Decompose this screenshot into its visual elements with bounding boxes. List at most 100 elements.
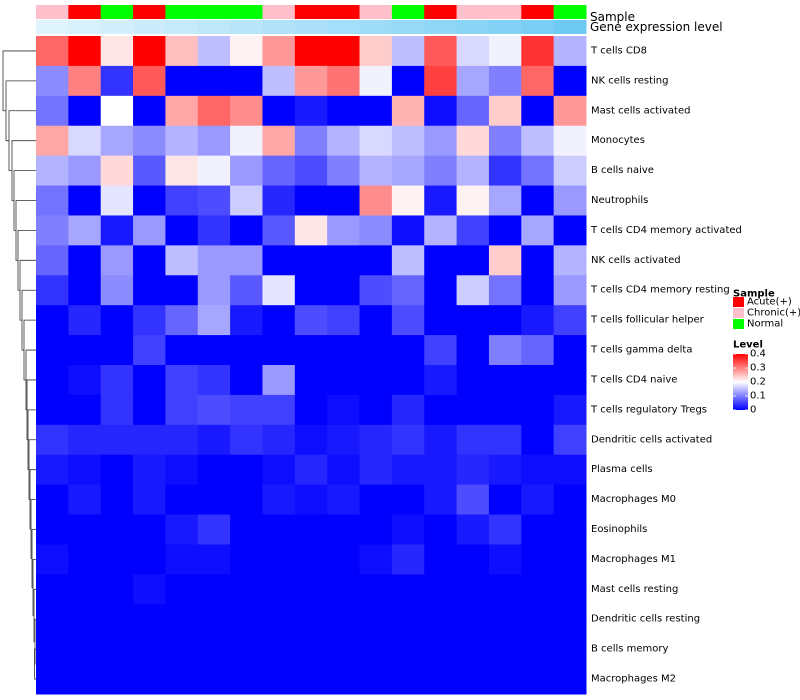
heatmap-cell bbox=[294, 514, 328, 545]
heatmap-cell bbox=[36, 454, 69, 486]
heatmap-cell bbox=[165, 514, 199, 545]
expression-annotation-cell bbox=[521, 20, 555, 34]
heatmap-cell bbox=[488, 155, 522, 187]
heatmap-cell bbox=[553, 215, 587, 246]
heatmap-cell bbox=[521, 275, 555, 306]
heatmap-cell bbox=[488, 335, 522, 366]
row-label: Mast cells resting bbox=[591, 584, 678, 595]
heatmap-cell bbox=[521, 634, 555, 665]
heatmap-cell bbox=[68, 65, 102, 97]
expression-annotation-cell bbox=[553, 20, 587, 34]
heatmap-cell bbox=[100, 365, 134, 396]
expression-annotation-cell bbox=[456, 20, 490, 34]
heatmap-cell bbox=[359, 424, 393, 456]
heatmap-cell bbox=[553, 65, 587, 97]
expression-annotation-cell bbox=[230, 20, 263, 34]
heatmap-cell bbox=[133, 215, 166, 246]
heatmap-cell bbox=[230, 394, 263, 426]
heatmap-cell bbox=[521, 454, 555, 486]
heatmap-cell bbox=[100, 484, 134, 516]
heatmap-cell bbox=[456, 424, 490, 456]
row-label: Plasma cells bbox=[591, 464, 653, 475]
heatmap-cell bbox=[262, 424, 296, 456]
heatmap-cell bbox=[100, 125, 134, 157]
heatmap-cell bbox=[521, 574, 555, 605]
heatmap-cell bbox=[424, 454, 458, 486]
heatmap-cell bbox=[424, 305, 458, 336]
heatmap-cell bbox=[68, 125, 102, 157]
heatmap-cell bbox=[294, 544, 328, 575]
heatmap-cell bbox=[521, 245, 555, 276]
heatmap-cell bbox=[488, 185, 522, 216]
legend-level: Level 0.4 0.3 0.2 0.1 0 bbox=[733, 340, 766, 416]
legend-sample: Sample Acute(+)Chronic(+)Normal bbox=[733, 289, 800, 330]
heatmap-cell bbox=[424, 215, 458, 246]
heatmap-cell bbox=[424, 185, 458, 216]
heatmap-cell bbox=[327, 514, 361, 545]
row-label: NK cells resting bbox=[591, 75, 668, 86]
heatmap-cell bbox=[391, 424, 425, 456]
heatmap-cell bbox=[100, 215, 134, 246]
heatmap-cell bbox=[327, 664, 361, 695]
heatmap-cell bbox=[456, 454, 490, 486]
heatmap-cell bbox=[294, 65, 328, 97]
heatmap-cell bbox=[327, 604, 361, 635]
heatmap-cell bbox=[391, 604, 425, 635]
heatmap-cell bbox=[488, 65, 522, 97]
legend-sample-label: Acute(+) bbox=[747, 297, 792, 308]
sample-annotation-cell bbox=[100, 5, 134, 19]
heatmap-cell bbox=[391, 185, 425, 216]
heatmap-cell bbox=[327, 125, 361, 157]
expression-annotation-cell bbox=[488, 20, 522, 34]
heatmap-cell bbox=[230, 36, 263, 67]
heatmap-cell bbox=[391, 215, 425, 246]
heatmap-cell bbox=[100, 275, 134, 306]
heatmap-cell bbox=[553, 454, 587, 486]
heatmap-cell bbox=[197, 335, 231, 366]
heatmap-cell bbox=[197, 245, 231, 276]
heatmap-cell bbox=[68, 245, 102, 276]
heatmap-cell bbox=[262, 514, 296, 545]
heatmap-cell bbox=[100, 514, 134, 545]
expression-annotation-cell bbox=[68, 20, 102, 34]
heatmap-cell bbox=[327, 65, 361, 97]
heatmap-cell bbox=[165, 305, 199, 336]
heatmap-cell bbox=[100, 664, 134, 695]
row-label: T cells follicular helper bbox=[590, 315, 705, 326]
heatmap-cell bbox=[68, 484, 102, 516]
heatmap-cell bbox=[230, 604, 263, 635]
row-label: Macrophages M1 bbox=[591, 554, 676, 565]
heatmap-cell bbox=[553, 335, 587, 366]
heatmap-cell bbox=[488, 664, 522, 695]
heatmap-cell bbox=[294, 664, 328, 695]
heatmap-cell bbox=[327, 185, 361, 216]
heatmap-cell bbox=[36, 36, 69, 67]
heatmap-cell bbox=[521, 604, 555, 635]
heatmap-cell bbox=[391, 544, 425, 575]
heatmap-cell bbox=[133, 574, 166, 605]
heatmap-cell bbox=[456, 275, 490, 306]
heatmap-cell bbox=[36, 155, 69, 187]
heatmap-cell bbox=[133, 514, 166, 545]
heatmap-cell bbox=[230, 245, 263, 276]
heatmap-cell bbox=[456, 185, 490, 216]
heatmap-cell bbox=[197, 454, 231, 486]
sample-annotation-cell bbox=[456, 5, 490, 19]
sample-annotation-label: Sample bbox=[590, 10, 635, 24]
heatmap-cell bbox=[100, 95, 134, 127]
heatmap-cell bbox=[488, 604, 522, 635]
legend-sample-swatch bbox=[733, 297, 744, 307]
heatmap-cell bbox=[197, 604, 231, 635]
heatmap-cell bbox=[424, 574, 458, 605]
heatmap-cell bbox=[262, 394, 296, 426]
heatmap-cell bbox=[230, 424, 263, 456]
heatmap-cell bbox=[424, 335, 458, 366]
heatmap-cell bbox=[197, 215, 231, 246]
heatmap-cell bbox=[359, 275, 393, 306]
heatmap-cell bbox=[197, 514, 231, 545]
heatmap-cell bbox=[294, 604, 328, 635]
heatmap-cell bbox=[262, 454, 296, 486]
heatmap-cell bbox=[294, 484, 328, 516]
heatmap-cell bbox=[424, 275, 458, 306]
